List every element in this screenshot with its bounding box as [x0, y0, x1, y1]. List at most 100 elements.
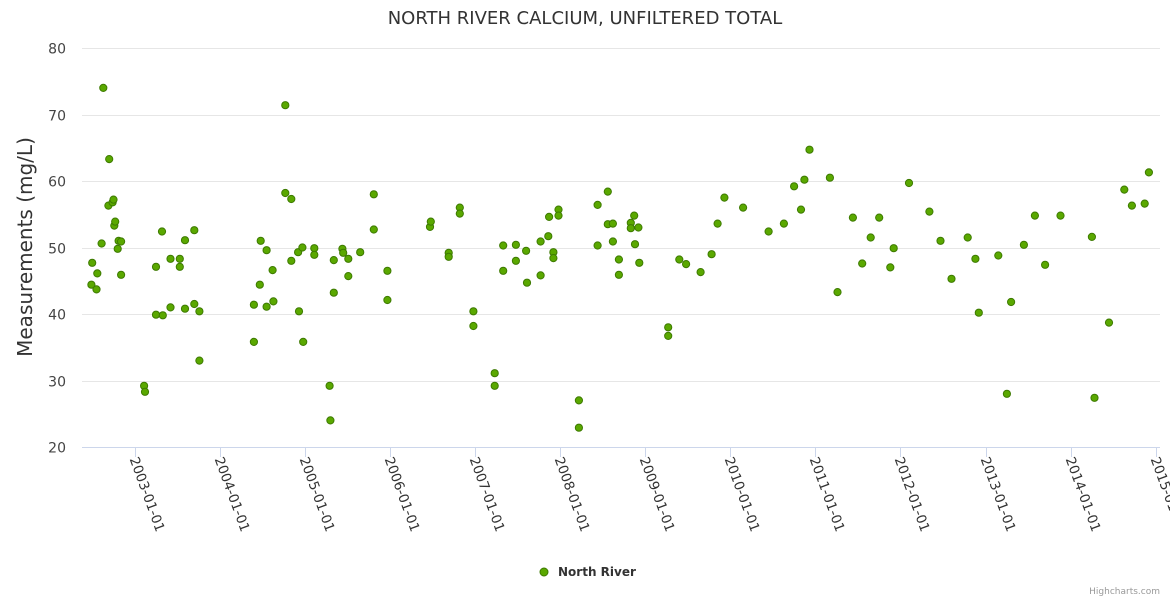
data-point[interactable]	[190, 226, 199, 235]
data-point[interactable]	[140, 387, 150, 396]
data-point[interactable]	[383, 266, 392, 275]
data-point[interactable]	[764, 227, 773, 236]
data-point[interactable]	[593, 200, 602, 209]
data-point[interactable]	[947, 274, 956, 283]
data-point[interactable]	[88, 258, 97, 267]
data-point[interactable]	[255, 280, 264, 289]
data-point[interactable]	[262, 246, 271, 255]
data-point[interactable]	[1140, 199, 1149, 208]
data-point[interactable]	[109, 195, 118, 204]
data-point[interactable]	[634, 223, 643, 232]
data-point[interactable]	[499, 241, 508, 250]
data-point[interactable]	[675, 255, 684, 264]
data-point[interactable]	[469, 307, 478, 316]
data-point[interactable]	[180, 304, 190, 313]
credits-link[interactable]: Highcharts.com	[1089, 587, 1160, 597]
data-point[interactable]	[1104, 318, 1114, 327]
data-point[interactable]	[298, 243, 307, 252]
data-point[interactable]	[886, 263, 895, 272]
data-point[interactable]	[97, 239, 106, 248]
data-point[interactable]	[92, 285, 101, 294]
data-point[interactable]	[287, 194, 296, 204]
data-point[interactable]	[294, 307, 304, 316]
data-point[interactable]	[574, 423, 584, 432]
data-point[interactable]	[522, 246, 531, 255]
data-point[interactable]	[825, 173, 835, 182]
data-point[interactable]	[707, 250, 716, 259]
data-point[interactable]	[1019, 240, 1029, 249]
data-point[interactable]	[490, 381, 499, 390]
data-point[interactable]	[511, 256, 521, 265]
data-point[interactable]	[545, 212, 554, 221]
data-point[interactable]	[113, 244, 122, 253]
data-point[interactable]	[93, 269, 102, 278]
data-point[interactable]	[99, 83, 108, 93]
legend-label[interactable]: North River	[558, 565, 636, 579]
data-point[interactable]	[635, 258, 644, 267]
data-point[interactable]	[1030, 211, 1040, 220]
data-point[interactable]	[329, 256, 338, 265]
data-point[interactable]	[180, 236, 190, 245]
data-point[interactable]	[151, 310, 161, 319]
data-point[interactable]	[117, 270, 126, 279]
data-point[interactable]	[522, 278, 532, 287]
data-point[interactable]	[614, 255, 624, 264]
data-point[interactable]	[175, 254, 184, 263]
data-point[interactable]	[299, 337, 308, 346]
data-point[interactable]	[963, 233, 972, 242]
data-point[interactable]	[1056, 211, 1065, 220]
data-point[interactable]	[549, 254, 558, 263]
data-point[interactable]	[117, 237, 126, 246]
data-point[interactable]	[499, 266, 508, 275]
data-point[interactable]	[1144, 168, 1154, 177]
data-point[interactable]	[111, 217, 120, 226]
data-point[interactable]	[105, 155, 114, 164]
data-point[interactable]	[190, 299, 199, 309]
data-point[interactable]	[490, 369, 499, 378]
data-point[interactable]	[554, 211, 563, 220]
data-point[interactable]	[157, 227, 167, 236]
data-point[interactable]	[720, 193, 729, 202]
data-point[interactable]	[344, 254, 353, 263]
data-point[interactable]	[326, 416, 335, 425]
data-point[interactable]	[1041, 260, 1050, 269]
data-point[interactable]	[369, 190, 378, 199]
data-point[interactable]	[630, 240, 640, 249]
data-point[interactable]	[175, 262, 184, 271]
data-point[interactable]	[626, 224, 635, 233]
data-point[interactable]	[664, 323, 673, 332]
data-point[interactable]	[1127, 201, 1137, 210]
data-point[interactable]	[325, 381, 334, 390]
data-point[interactable]	[369, 225, 378, 234]
data-point[interactable]	[287, 256, 296, 265]
data-point[interactable]	[574, 396, 584, 405]
data-point[interactable]	[195, 356, 204, 365]
data-point[interactable]	[1007, 297, 1016, 307]
data-point[interactable]	[805, 145, 814, 154]
data-point[interactable]	[713, 219, 722, 228]
data-point[interactable]	[1087, 232, 1097, 241]
data-point[interactable]	[249, 300, 258, 309]
data-point[interactable]	[889, 244, 898, 253]
data-point[interactable]	[779, 219, 789, 228]
data-point[interactable]	[166, 303, 175, 312]
data-point[interactable]	[608, 237, 618, 246]
data-point[interactable]	[630, 211, 639, 220]
data-point[interactable]	[455, 209, 464, 218]
data-point[interactable]	[444, 252, 453, 261]
data-point[interactable]	[262, 302, 271, 311]
data-point[interactable]	[195, 307, 204, 316]
data-point[interactable]	[603, 187, 612, 196]
data-point[interactable]	[268, 266, 277, 275]
data-point[interactable]	[166, 254, 175, 263]
data-point[interactable]	[158, 311, 167, 320]
data-point[interactable]	[544, 232, 553, 241]
legend[interactable]: North River	[539, 565, 636, 579]
data-point[interactable]	[1002, 389, 1012, 398]
data-point[interactable]	[339, 248, 348, 257]
data-point[interactable]	[356, 248, 365, 257]
data-point[interactable]	[936, 236, 945, 245]
data-point[interactable]	[925, 207, 934, 216]
data-point[interactable]	[310, 250, 319, 259]
data-point[interactable]	[281, 188, 290, 198]
